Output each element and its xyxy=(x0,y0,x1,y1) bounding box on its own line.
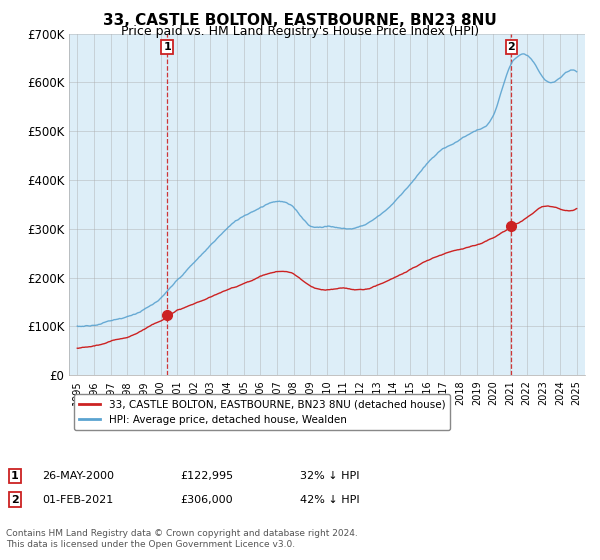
Text: 32% ↓ HPI: 32% ↓ HPI xyxy=(300,471,359,481)
Text: Price paid vs. HM Land Registry's House Price Index (HPI): Price paid vs. HM Land Registry's House … xyxy=(121,25,479,38)
Text: 2: 2 xyxy=(508,42,515,52)
Text: 01-FEB-2021: 01-FEB-2021 xyxy=(42,494,113,505)
Text: 1: 1 xyxy=(163,42,171,52)
Text: Contains HM Land Registry data © Crown copyright and database right 2024.
This d: Contains HM Land Registry data © Crown c… xyxy=(6,529,358,549)
Text: 1: 1 xyxy=(11,471,19,481)
Legend: 33, CASTLE BOLTON, EASTBOURNE, BN23 8NU (detached house), HPI: Average price, de: 33, CASTLE BOLTON, EASTBOURNE, BN23 8NU … xyxy=(74,394,451,430)
Text: 2: 2 xyxy=(11,494,19,505)
Text: £306,000: £306,000 xyxy=(180,494,233,505)
Text: 42% ↓ HPI: 42% ↓ HPI xyxy=(300,494,359,505)
Text: £122,995: £122,995 xyxy=(180,471,233,481)
Text: 26-MAY-2000: 26-MAY-2000 xyxy=(42,471,114,481)
Text: 33, CASTLE BOLTON, EASTBOURNE, BN23 8NU: 33, CASTLE BOLTON, EASTBOURNE, BN23 8NU xyxy=(103,13,497,28)
